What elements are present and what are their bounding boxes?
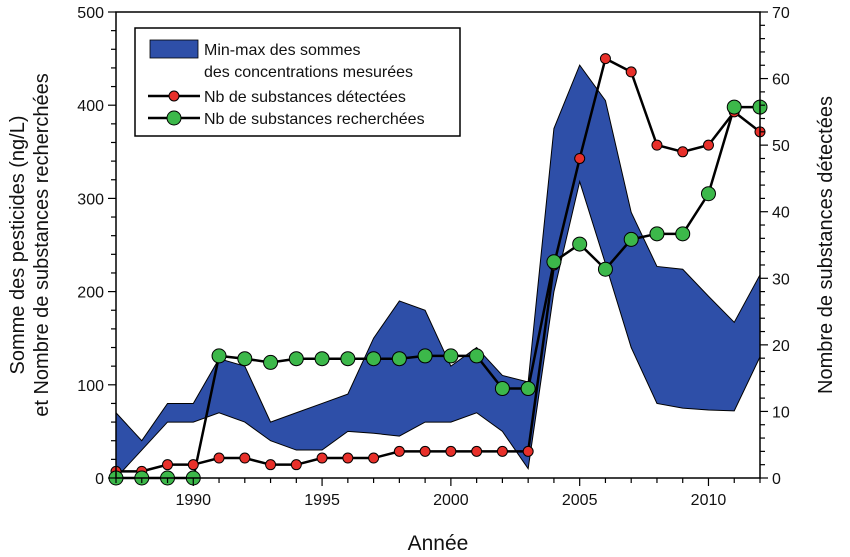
searched-point	[237, 351, 253, 367]
y-left-tick-label: 200	[77, 285, 104, 302]
legend: Min-max des sommes des concentrations me…	[134, 27, 461, 137]
searched-point	[597, 261, 613, 277]
searched-point	[546, 254, 562, 270]
x-tick-label: 2000	[433, 492, 469, 509]
detected-point	[445, 445, 457, 457]
detected-point	[213, 452, 225, 464]
y-right-tick-label: 50	[772, 138, 790, 155]
searched-point	[443, 348, 459, 364]
detected-point	[239, 452, 251, 464]
detected-point	[368, 452, 380, 464]
detected-point	[496, 445, 508, 457]
searched-point	[726, 99, 742, 115]
legend-detected-marker	[168, 90, 180, 102]
detected-point	[162, 459, 174, 471]
searched-point	[263, 354, 279, 370]
detected-point	[471, 445, 483, 457]
detected-point	[574, 152, 586, 164]
detected-point	[265, 459, 277, 471]
detected-point	[599, 53, 611, 65]
searched-point	[494, 381, 510, 397]
y-right-tick-label: 10	[772, 404, 790, 421]
searched-point	[314, 351, 330, 367]
detected-point	[290, 459, 302, 471]
searched-point	[391, 351, 407, 367]
searched-point	[340, 351, 356, 367]
searched-point	[700, 186, 716, 202]
y-left-tick-label: 400	[77, 98, 104, 115]
legend-label-band-2: des concentrations mesurées	[204, 64, 413, 81]
detected-point	[419, 445, 431, 457]
searched-point	[211, 348, 227, 364]
detected-point	[625, 66, 637, 78]
x-tick-label: 1990	[175, 492, 211, 509]
y-axis-left-title-1: Somme des pesticides (ng/L)	[7, 115, 29, 374]
detected-point	[702, 139, 714, 151]
detected-point	[342, 452, 354, 464]
detected-point	[316, 452, 328, 464]
x-tick-label: 2005	[562, 492, 598, 509]
searched-point	[520, 381, 536, 397]
y-left-tick-label: 100	[77, 378, 104, 395]
detected-point	[393, 445, 405, 457]
legend-label-band-1: Min-max des sommes	[204, 42, 360, 59]
searched-point	[469, 348, 485, 364]
detected-point	[187, 459, 199, 471]
plot-frame	[115, 11, 761, 479]
y-left-tick-label: 300	[77, 191, 104, 208]
detected-point	[651, 139, 663, 151]
legend-searched-marker	[166, 110, 182, 126]
searched-point	[417, 348, 433, 364]
detected-point	[677, 146, 689, 158]
y-axis-right-title: Nombre de substances détectées	[815, 96, 837, 394]
x-axis-title: Année	[408, 532, 469, 555]
x-tick-label: 1995	[304, 492, 340, 509]
y-right-tick-label: 60	[772, 72, 790, 89]
y-right-tick-label: 40	[772, 205, 790, 222]
y-left-tick-label: 500	[77, 5, 104, 22]
legend-label-detected: Nb de substances détectées	[204, 89, 406, 106]
legend-label-searched: Nb de substances recherchées	[204, 111, 425, 128]
searched-point	[623, 231, 639, 247]
legend-band-swatch	[149, 39, 199, 59]
x-tick-label: 2010	[691, 492, 727, 509]
searched-point	[649, 226, 665, 242]
y-axis-left-title-2: et Nombre de substances recherchées	[31, 73, 53, 417]
y-left-tick-label: 0	[95, 471, 104, 488]
y-right-tick-label: 70	[772, 5, 790, 22]
y-right-tick-label: 20	[772, 338, 790, 355]
y-right-tick-label: 30	[772, 271, 790, 288]
y-right-tick-label: 0	[772, 471, 781, 488]
searched-point	[675, 226, 691, 242]
detected-point	[522, 445, 534, 457]
searched-point	[288, 351, 304, 367]
searched-point	[572, 236, 588, 252]
searched-point	[366, 351, 382, 367]
